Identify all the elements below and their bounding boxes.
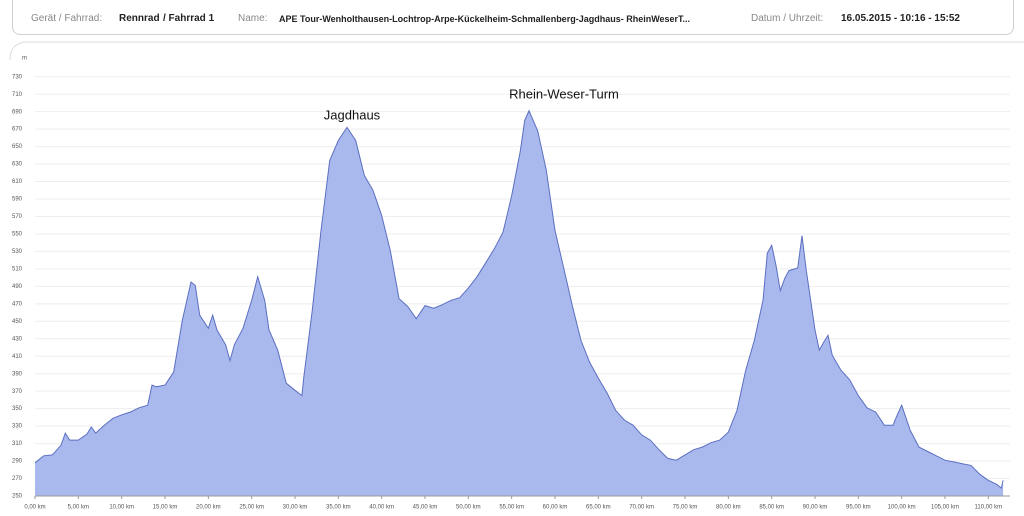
y-tick-label: 370 [12,389,23,395]
x-tick-label: 0,00 km [24,505,45,511]
date-label: Datum / Uhrzeit: [751,13,824,24]
y-tick-label: 530 [12,249,23,255]
name-label: Name: [238,13,268,24]
y-tick-label: 550 [12,232,23,238]
x-tick-label: 110,00 km [975,505,1003,511]
x-tick-label: 60,00 km [543,505,568,511]
x-tick-label: 20,00 km [196,505,221,511]
device-label: Gerät / Fahrrad: [31,13,103,24]
y-tick-label: 490 [12,284,23,290]
y-tick-label: 610 [12,179,23,185]
y-tick-label: 710 [12,92,23,98]
y-tick-label: 330 [12,424,23,430]
date: 16.05.2015 - 10:16 - 15:52 [841,13,960,24]
x-tick-label: 15,00 km [153,505,178,511]
device: Rennrad [119,13,160,24]
x-tick-label: 10,00 km [109,505,134,511]
y-tick-label: 590 [12,197,23,203]
x-tick-label: 100,00 km [888,505,916,511]
x-tick-label: 25,00 km [239,505,264,511]
y-tick-label: 250 [12,494,23,500]
y-tick-label: 410 [12,354,23,360]
y-tick-label: 730 [12,74,23,80]
x-tick-label: 75,00 km [673,505,698,511]
y-unit: m [22,56,27,62]
y-tick-label: 290 [12,459,23,465]
x-tick-label: 85,00 km [759,505,784,511]
x-tick-label: 80,00 km [716,505,741,511]
x-tick-label: 50,00 km [456,505,481,511]
y-tick-label: 570 [12,214,23,220]
y-tick-label: 350 [12,406,23,412]
x-tick-label: 30,00 km [283,505,308,511]
y-tick-label: 430 [12,336,23,342]
tour-name: APE Tour-Wenholthausen-Lochtrop-Arpe-Küc… [279,14,691,24]
y-tick-label: 690 [12,109,23,115]
panel-border [9,41,1024,61]
x-tick-label: 70,00 km [629,505,654,511]
y-tick-label: 470 [12,301,23,307]
elevation-line [34,109,1004,489]
bike: / Fahrrad 1 [163,13,215,24]
x-tick-label: 45,00 km [413,505,438,511]
y-tick-label: 650 [12,144,23,150]
annotation: Jagdhaus [324,107,381,122]
x-tick-label: 35,00 km [326,505,351,511]
y-tick-label: 670 [12,127,23,133]
x-tick-label: 55,00 km [499,505,524,511]
x-tick-label: 5,00 km [68,505,89,511]
y-tick-label: 270 [12,476,23,482]
x-tick-label: 65,00 km [586,505,611,511]
y-tick-label: 450 [12,319,23,325]
x-tick-label: 95,00 km [846,505,871,511]
x-tick-label: 90,00 km [803,505,828,511]
y-tick-label: 510 [12,266,23,272]
header-bar: Gerät / Fahrrad: Rennrad / Fahrrad 1 Nam… [12,0,1014,35]
y-tick-label: 310 [12,441,23,447]
elevation-area [35,110,1004,497]
y-tick-label: 390 [12,371,23,377]
annotation: Rhein-Weser-Turm [509,86,619,101]
y-tick-label: 630 [12,162,23,168]
x-tick-label: 40,00 km [369,505,394,511]
x-tick-label: 105,00 km [931,505,959,511]
